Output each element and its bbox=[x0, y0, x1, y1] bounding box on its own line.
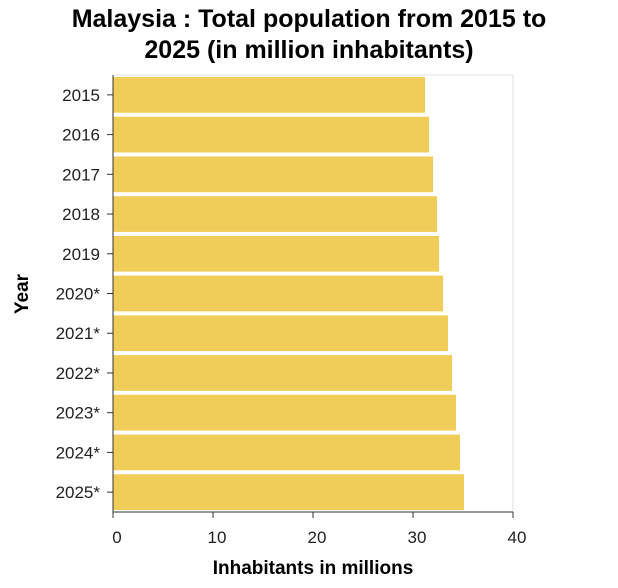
bar-2016 bbox=[113, 116, 429, 153]
y-tick-label: 2020* bbox=[56, 285, 101, 304]
x-axis: 0 10 20 30 40 bbox=[112, 511, 527, 547]
y-axis: 2015 2016 2017 2018 2019 2020* 2021* 2022* 2023*… bbox=[56, 75, 114, 512]
x-axis-title: Inhabitants in millions bbox=[213, 558, 414, 579]
bar-2022-projected bbox=[113, 355, 452, 391]
x-tick-label: 20 bbox=[308, 528, 327, 547]
y-tick-label: 2025* bbox=[56, 483, 101, 502]
y-tick-label: 2015 bbox=[62, 86, 100, 105]
y-tick-label: 2016 bbox=[62, 126, 100, 145]
y-tick-label: 2021* bbox=[56, 324, 101, 343]
chart-title-line-1: Malaysia : Total population from 2015 to bbox=[71, 5, 547, 33]
y-tick-label: 2019 bbox=[62, 245, 100, 264]
x-tick-label: 0 bbox=[112, 528, 121, 547]
x-tick-label: 30 bbox=[408, 528, 427, 547]
bar-2019 bbox=[113, 235, 439, 272]
y-tick-label: 2024* bbox=[56, 443, 101, 462]
y-tick-label: 2022* bbox=[56, 364, 101, 383]
bars-group bbox=[113, 76, 464, 511]
y-tick-label: 2017 bbox=[62, 165, 100, 184]
y-axis-title: Year bbox=[12, 273, 33, 314]
bar-2021-projected bbox=[113, 315, 448, 352]
bar-2020-projected bbox=[113, 275, 443, 312]
x-tick-label: 40 bbox=[508, 528, 527, 547]
y-tick-label: 2023* bbox=[56, 404, 101, 423]
bar-2017 bbox=[113, 156, 433, 193]
bar-2015 bbox=[113, 76, 425, 113]
bar-2025-projected bbox=[113, 474, 464, 511]
bar-2024-projected bbox=[113, 434, 460, 471]
y-tick-label: 2018 bbox=[62, 205, 100, 224]
chart-title: Malaysia : Total population from 2015 to… bbox=[0, 4, 618, 66]
bar-2023-projected bbox=[113, 394, 456, 431]
bar-2018 bbox=[113, 196, 437, 232]
chart-title-line-2: 2025 (in million inhabitants) bbox=[144, 36, 474, 64]
x-tick-label: 10 bbox=[208, 528, 227, 547]
